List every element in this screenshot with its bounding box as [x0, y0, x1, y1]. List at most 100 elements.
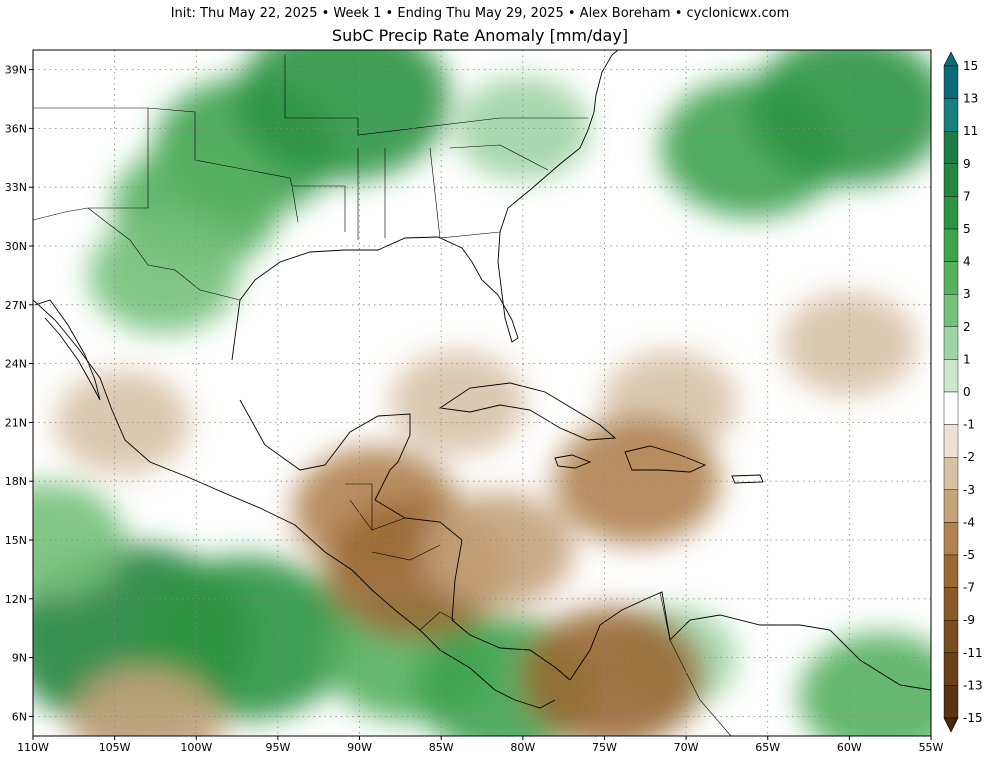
colorbar-segment [943, 326, 959, 360]
colorbar-segment [943, 98, 959, 132]
dry-anomaly-21 [521, 607, 704, 736]
colorbar-label: -2 [963, 450, 975, 464]
colorbar-label: -11 [963, 646, 983, 660]
colorbar-segment [943, 620, 959, 654]
colorbar-segment [943, 587, 959, 621]
lat-tick-label: 39N [5, 64, 27, 77]
colorbar-label: 15 [963, 59, 978, 73]
lon-tick-label: 75W [592, 741, 617, 754]
colorbar-label: -4 [963, 515, 975, 529]
colorbar-label: -1 [963, 418, 975, 432]
colorbar-segment [943, 65, 959, 99]
lat-tick-label: 9N [12, 652, 27, 665]
colorbar-segment [943, 391, 959, 425]
colorbar-label: 1 [963, 352, 971, 366]
lon-tick-label: 100W [180, 741, 212, 754]
colorbar-label: 9 [963, 157, 971, 171]
colorbar-label: 13 [963, 92, 978, 106]
colorbar-segment [943, 522, 959, 556]
colorbar-extend-top [943, 51, 959, 67]
colorbar-segment [943, 261, 959, 295]
colorbar-label: 2 [963, 320, 971, 334]
axis-ticks: 110W 105W 100W 95W 90W 85W 80W 75W 70W 65W 60W 55W 3… [5, 64, 944, 754]
cuba-coast [438, 382, 617, 441]
political-borders [33, 55, 732, 736]
colorbar-extend-bottom [943, 717, 959, 733]
colorbar-label: 3 [963, 287, 971, 301]
colorbar-label: 11 [963, 124, 978, 138]
lat-tick-label: 21N [5, 416, 27, 429]
colorbar-segment [943, 196, 959, 230]
colorbar-segment [943, 163, 959, 197]
central-america-coast [374, 499, 571, 681]
dry-anomaly-23 [55, 370, 191, 475]
lat-tick-label: 33N [5, 181, 27, 194]
colorbar-label: -3 [963, 483, 975, 497]
dry-anomaly-20 [553, 417, 721, 546]
hispaniola-coast [624, 445, 707, 473]
colorbar-segment [943, 489, 959, 523]
colorbar-segment [943, 424, 959, 458]
colorbar-segment [943, 652, 959, 686]
us-coastline [231, 50, 619, 361]
wet-anomaly-1 [236, 50, 450, 181]
wet-anomaly-6 [750, 50, 931, 185]
map-plot-area [33, 50, 931, 736]
lat-tick-label: 18N [5, 475, 27, 488]
central-america-pacific [351, 569, 556, 709]
jamaica-coast [554, 454, 592, 469]
colorbar-segment [943, 130, 959, 164]
colorbar-label: 5 [963, 222, 971, 236]
lon-tick-label: 95W [265, 741, 290, 754]
coastlines [33, 50, 931, 709]
lon-tick-label: 60W [837, 741, 862, 754]
lon-tick-label: 80W [510, 741, 535, 754]
colorbar-label: 7 [963, 189, 971, 203]
lon-tick-label: 110W [17, 741, 49, 754]
colorbar-segment [943, 294, 959, 328]
puerto-rico-coast [731, 474, 764, 484]
header-info: Init: Thu May 22, 2025 • Week 1 • Ending… [170, 6, 790, 21]
colorbar-label: -13 [963, 678, 983, 692]
gridlines [33, 50, 931, 736]
dry-anomaly-16 [781, 292, 917, 396]
colorbar-segment [943, 685, 959, 719]
colorbar-label: 0 [963, 385, 971, 399]
colorbar-label: 4 [963, 255, 971, 269]
wet-anomaly-3 [88, 217, 240, 334]
anomaly-field [33, 50, 931, 736]
lat-tick-label: 6N [12, 710, 27, 723]
colorbar-label: -5 [963, 548, 975, 562]
colorbar-segment [943, 457, 959, 491]
lat-tick-label: 30N [5, 240, 27, 253]
dry-anomaly-22 [71, 668, 223, 736]
lon-tick-label: 65W [755, 741, 780, 754]
map-title: SubC Precip Rate Anomaly [mm/day] [331, 26, 629, 45]
lon-tick-label: 105W [99, 741, 131, 754]
lon-tick-label: 70W [674, 741, 699, 754]
wet-anomaly-11 [798, 632, 931, 736]
colorbar-segment [943, 359, 959, 393]
mexico-pacific-coast [33, 299, 353, 571]
colorbar-label: -7 [963, 581, 975, 595]
south-america-coast [569, 591, 931, 691]
lat-tick-label: 24N [5, 358, 27, 371]
wet-anomaly-12 [33, 482, 125, 598]
colorbar-label: -9 [963, 613, 975, 627]
colorbar-segment [943, 228, 959, 262]
colorbar-label: -15 [963, 711, 983, 725]
map-frame [32, 49, 932, 737]
wet-anomaly-8 [138, 556, 352, 720]
lon-tick-label: 90W [347, 741, 372, 754]
yucatan-coast [239, 399, 411, 501]
colorbar: 15 13 11 9 7 5 4 3 2 1 0 -1 -2 -3 -4 -5 -7 -9 -11 -13 -15 [943, 51, 983, 733]
colorbar-segment [943, 554, 959, 588]
lat-tick-label: 36N [5, 122, 27, 135]
lat-tick-label: 15N [5, 534, 27, 547]
dry-anomaly-14 [389, 350, 526, 455]
dry-anomaly-19 [422, 491, 574, 608]
baja-coast [34, 299, 101, 401]
lon-tick-label: 55W [919, 741, 944, 754]
lat-tick-label: 12N [5, 593, 27, 606]
